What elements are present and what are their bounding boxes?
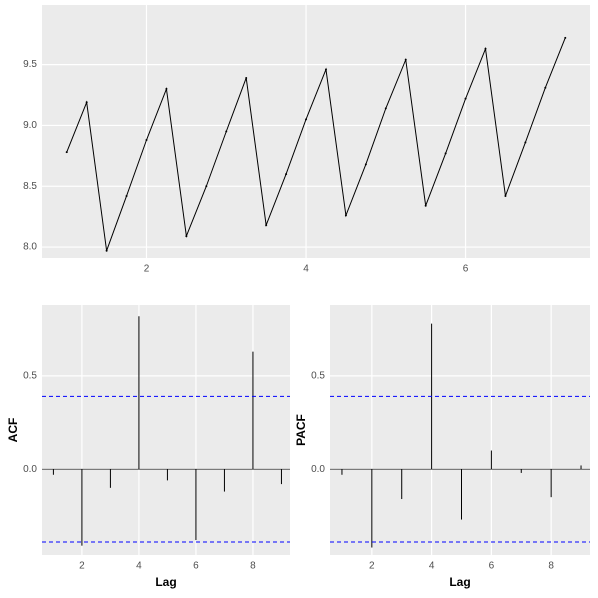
panel [42,5,590,258]
y-axis-label: PACF [294,414,308,446]
point [444,152,447,155]
point [384,107,387,110]
point [65,151,68,154]
point [145,139,148,142]
point [404,58,407,61]
point [165,87,168,90]
x-tick-label: 4 [429,561,435,572]
x-tick-label: 2 [144,264,150,275]
point [245,76,248,79]
y-tick-label: 0.5 [311,371,325,382]
panel [330,305,590,555]
point [324,68,327,71]
x-tick-label: 6 [193,561,199,572]
point [205,185,208,188]
point [364,163,367,166]
y-tick-label: 9.5 [23,59,37,70]
point [564,36,567,39]
point [85,101,88,104]
x-axis-label: Lag [155,575,176,589]
x-tick-label: 2 [369,561,375,572]
point [424,204,427,207]
y-tick-label: 0.0 [311,464,325,475]
y-tick-label: 0.5 [23,371,37,382]
x-tick-label: 2 [79,561,85,572]
point [185,235,188,238]
point [225,130,228,133]
y-tick-label: 9.0 [23,120,37,131]
point [285,173,288,176]
series-line [66,37,566,251]
point [524,141,527,144]
x-tick-label: 4 [136,561,142,572]
x-tick-label: 6 [489,561,495,572]
panel [42,305,290,555]
y-tick-label: 0.0 [23,464,37,475]
point [265,224,268,227]
point [544,86,547,89]
x-axis-label: Lag [449,575,470,589]
point [464,97,467,100]
point [105,249,108,252]
point [484,47,487,50]
point [344,214,347,217]
y-tick-label: 8.0 [23,242,37,253]
y-tick-label: 8.5 [23,181,37,192]
x-tick-label: 8 [548,561,554,572]
x-tick-label: 6 [463,264,469,275]
y-axis-label: ACF [6,418,20,443]
point [504,194,507,197]
point [125,194,128,197]
x-tick-label: 8 [250,561,256,572]
point [305,118,308,121]
x-tick-label: 4 [303,264,309,275]
